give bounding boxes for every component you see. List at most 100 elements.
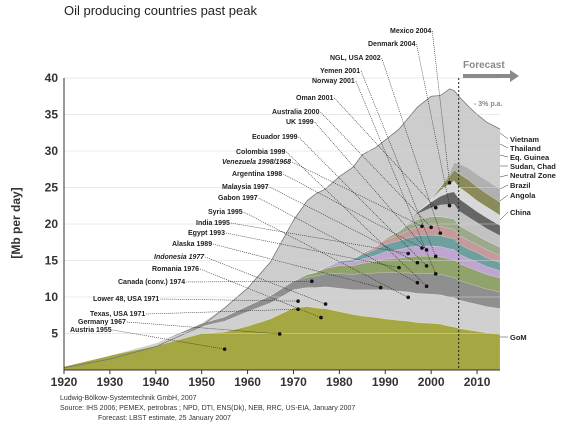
annotation-label-1: Austria 1955 xyxy=(70,327,112,334)
source-line-1: Ludwig-Bölkow-Systemtechnik GmbH, 2007 xyxy=(60,395,197,402)
annotation-label-16: Colombia 1999 xyxy=(236,149,286,156)
right-leader-3 xyxy=(499,154,509,158)
annotation-label-6: Romania 1976 xyxy=(152,266,199,273)
peak-marker-12 xyxy=(415,280,420,285)
leader-line-14 xyxy=(283,173,423,249)
peak-marker-8 xyxy=(378,285,383,290)
annotation-label-25: Mexico 2004 xyxy=(390,28,431,35)
peak-marker-19 xyxy=(429,225,433,230)
annotation-label-24: Denmark 2004 xyxy=(368,41,416,48)
annotation-label-20: Oman 2001 xyxy=(296,95,333,102)
x-tick-2010: 2010 xyxy=(464,375,491,389)
decline-rate-label: - 3% p.a. xyxy=(474,101,502,108)
x-tick-1940: 1940 xyxy=(142,375,169,389)
peak-marker-5 xyxy=(310,279,314,284)
peak-marker-6 xyxy=(319,315,323,320)
forecast-group: Forecast - 3% p.a. xyxy=(458,60,519,370)
leader-line-9 xyxy=(225,232,400,268)
peak-marker-23 xyxy=(438,231,443,235)
peak-marker-22 xyxy=(433,254,438,259)
peak-marker-2 xyxy=(277,332,282,336)
x-tick-1920: 1920 xyxy=(51,375,78,389)
y-tick-15: 15 xyxy=(45,254,59,268)
right-leader-8 xyxy=(499,211,509,221)
right-leader-2 xyxy=(499,143,509,149)
annotation-label-23: NGL, USA 2002 xyxy=(330,55,381,62)
series-area-top xyxy=(64,88,500,367)
leader-line-7 xyxy=(205,256,326,305)
x-tick-1930: 1930 xyxy=(97,375,124,389)
annotation-label-12: Gabon 1997 xyxy=(218,195,258,202)
right-label-7: Angola xyxy=(510,191,536,200)
leader-line-4 xyxy=(160,298,299,302)
leader-line-3 xyxy=(146,308,299,315)
annotation-label-2: Germany 1967 xyxy=(78,319,126,326)
right-leader-5 xyxy=(499,174,509,178)
grid xyxy=(64,77,500,334)
leader-line-18 xyxy=(314,121,427,251)
leader-line-23 xyxy=(381,57,441,234)
x-tick-1950: 1950 xyxy=(188,375,215,389)
annotation-label-15: Venezuela 1998/1968 xyxy=(222,159,291,166)
leader-line-19 xyxy=(320,111,432,228)
y-tick-10: 10 xyxy=(45,290,59,304)
annotation-label-5: Canada (conv.) 1974 xyxy=(118,279,185,286)
x-tick-1990: 1990 xyxy=(372,375,399,389)
x-tick-1960: 1960 xyxy=(234,375,261,389)
leader-line-20 xyxy=(334,97,436,208)
leader-line-8 xyxy=(213,243,381,288)
right-label-6: Brazil xyxy=(510,181,530,190)
peak-marker-24 xyxy=(447,203,452,208)
annotation-label-21: Norway 2001 xyxy=(312,78,355,85)
annotation-label-13: Malaysia 1997 xyxy=(222,184,269,191)
x-tick-2000: 2000 xyxy=(418,375,445,389)
y-tick-30: 30 xyxy=(45,144,59,158)
x-tick-1970: 1970 xyxy=(280,375,307,389)
right-label-5: Neutral Zone xyxy=(510,171,556,180)
annotation-label-3: Texas, USA 1971 xyxy=(90,311,145,318)
leader-line-11 xyxy=(243,211,409,298)
right-label-9: GoM xyxy=(510,333,527,342)
annotation-label-19: Australia 2000 xyxy=(272,109,320,116)
source-line-3: Forecast: LBST estimate, 25 January 2007 xyxy=(98,415,231,422)
y-tick-25: 25 xyxy=(45,181,59,195)
leader-line-13 xyxy=(269,186,418,263)
annotation-label-17: Ecuador 1999 xyxy=(252,134,298,141)
y-tick-20: 20 xyxy=(45,217,59,231)
y-tick-35: 35 xyxy=(45,108,59,122)
leader-line-5 xyxy=(186,280,312,283)
chart-title: Oil producing countries past peak xyxy=(64,3,257,18)
peak-marker-18 xyxy=(424,248,429,252)
leader-line-15 xyxy=(291,161,423,227)
leader-line-24 xyxy=(416,43,450,206)
right-label-2: Thailand xyxy=(510,144,541,153)
source-line-2: Source: IHS 2006; PEMEX, petrobras ; NPD… xyxy=(60,405,355,412)
right-leader-6 xyxy=(499,184,509,190)
y-tick-40: 40 xyxy=(45,71,59,85)
peak-marker-11 xyxy=(406,295,411,300)
forecast-label: Forecast xyxy=(463,60,505,71)
peak-marker-25 xyxy=(447,180,452,185)
right-label-3: Eq. Guinea xyxy=(510,153,550,162)
peak-marker-20 xyxy=(433,205,438,210)
leader-line-21 xyxy=(355,80,437,274)
right-leader-7 xyxy=(499,194,509,202)
annotation-leaders xyxy=(112,30,452,351)
peak-marker-7 xyxy=(323,302,328,306)
leader-line-1 xyxy=(112,329,225,350)
right-label-4: Sudan, Chad xyxy=(510,162,556,171)
right-leader-1 xyxy=(499,132,509,140)
right-label-1: Vietnam xyxy=(510,135,539,144)
peak-marker-4 xyxy=(296,299,300,303)
annotation-label-10: India 1995 xyxy=(196,220,230,227)
leader-line-6 xyxy=(199,268,322,318)
leader-line-25 xyxy=(431,30,450,183)
annotation-label-14: Argentina 1998 xyxy=(232,171,282,178)
peak-marker-1 xyxy=(222,347,227,351)
axes: 5 10 15 20 25 30 35 40 1920 1930 1940 1950 1960 1970 1… xyxy=(45,71,500,389)
forecast-arrow-icon xyxy=(463,70,519,82)
peak-marker-13 xyxy=(415,260,420,265)
annotation-label-4: Lower 48, USA 1971 xyxy=(93,296,159,303)
